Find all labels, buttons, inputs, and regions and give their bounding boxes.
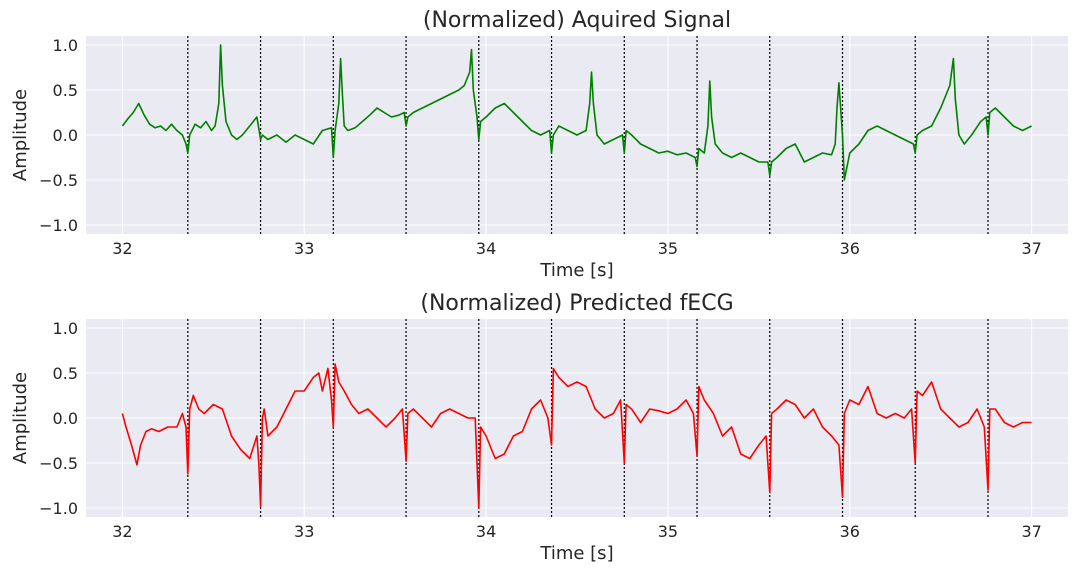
- y-tick-label: 1.0: [53, 36, 78, 55]
- x-tick-label: 34: [476, 239, 496, 258]
- y-axis-label: Amplitude: [10, 89, 31, 181]
- y-tick-label: 1.0: [53, 319, 78, 338]
- y-tick-label: −1.0: [39, 499, 78, 518]
- x-tick-label: 34: [476, 522, 496, 541]
- y-tick-label: 0.0: [53, 409, 78, 428]
- y-axis-label: Amplitude: [10, 372, 31, 464]
- x-tick-labels: 32 33 34 35 36 37: [112, 522, 1042, 541]
- y-tick-labels: 1.0 0.5 0.0 −0.5 −1.0: [39, 319, 78, 518]
- series-line: [121, 44, 1032, 181]
- y-tick-label: 0.0: [53, 126, 78, 145]
- x-tick-label: 36: [840, 522, 860, 541]
- x-tick-label: 35: [658, 239, 678, 258]
- y-tick-label: −1.0: [39, 216, 78, 235]
- predicted-fecg-panel: 32 33 34 35 36 37 1.0 0.5 0.0 −0.5 −1.0 (Normaliz…: [10, 291, 1068, 564]
- x-tick-labels: 32 33 34 35 36 37: [112, 239, 1042, 258]
- series-layer: [121, 363, 1032, 509]
- vertical-marker-lines: [187, 36, 989, 234]
- x-tick-label: 37: [1021, 239, 1041, 258]
- y-tick-label: 0.5: [53, 81, 78, 100]
- x-tick-label: 35: [658, 522, 678, 541]
- x-tick-label: 33: [294, 239, 314, 258]
- y-tick-label: −0.5: [39, 171, 78, 190]
- y-tick-label: 0.5: [53, 364, 78, 383]
- acquired-signal-panel: 32 33 34 35 36 37 1.0 0.5 0.0 −0.5 −1.0 (Normaliz…: [10, 8, 1068, 281]
- y-tick-label: −0.5: [39, 454, 78, 473]
- x-tick-label: 32: [112, 522, 132, 541]
- x-axis-label: Time [s]: [539, 543, 613, 564]
- x-tick-label: 36: [840, 239, 860, 258]
- chart-title: (Normalized) Aquired Signal: [423, 8, 731, 33]
- y-tick-labels: 1.0 0.5 0.0 −0.5 −1.0: [39, 36, 78, 235]
- x-axis-label: Time [s]: [539, 260, 613, 281]
- x-tick-label: 33: [294, 522, 314, 541]
- series-line: [121, 363, 1032, 509]
- x-tick-label: 32: [112, 239, 132, 258]
- series-layer: [121, 44, 1032, 181]
- x-tick-label: 37: [1021, 522, 1041, 541]
- chart-title: (Normalized) Predicted fECG: [420, 291, 733, 316]
- gridlines: [86, 36, 1068, 234]
